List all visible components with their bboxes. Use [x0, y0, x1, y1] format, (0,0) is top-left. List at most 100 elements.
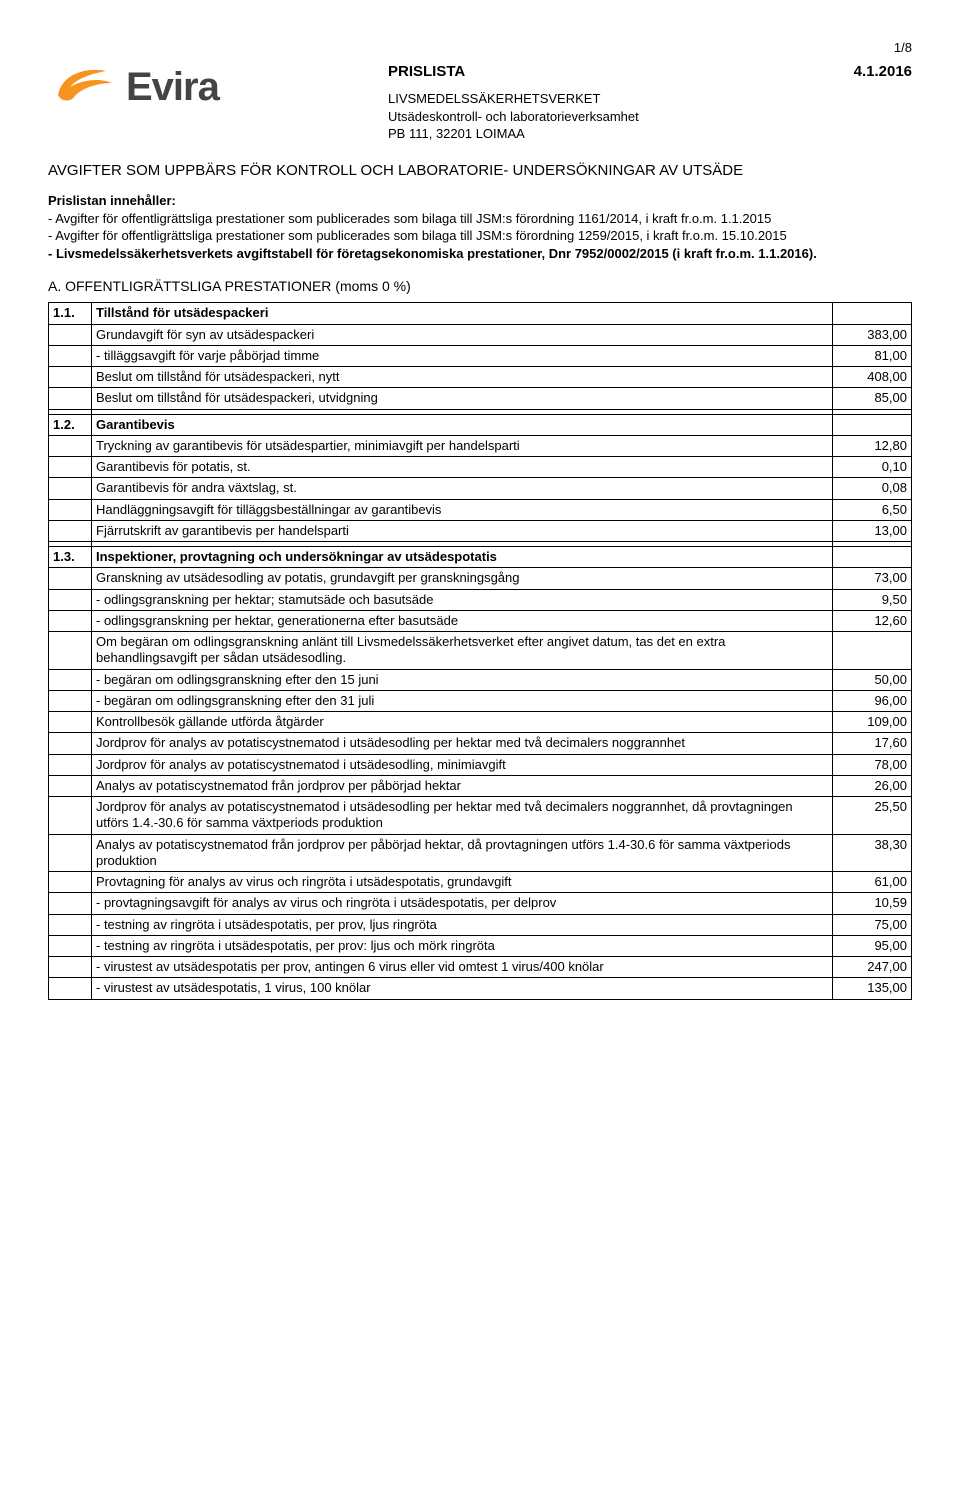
table-row: Tryckning av garantibevis för utsädespar… — [49, 435, 912, 456]
row-num-blank — [49, 957, 92, 978]
doc-dept: Utsädeskontroll- och laboratorieverksamh… — [388, 108, 912, 126]
row-value: 75,00 — [833, 914, 912, 935]
row-label: Provtagning för analys av virus och ring… — [92, 872, 833, 893]
row-value: 6,50 — [833, 499, 912, 520]
row-value: 10,59 — [833, 893, 912, 914]
table-row: Grundavgift för syn av utsädespackeri383… — [49, 324, 912, 345]
table-group-header: 1.3.Inspektioner, provtagning och unders… — [49, 547, 912, 568]
row-num-blank — [49, 457, 92, 478]
row-label: Jordprov för analys av potatiscystnemato… — [92, 797, 833, 835]
table-group-header: 1.2.Garantibevis — [49, 414, 912, 435]
row-label: - odlingsgranskning per hektar, generati… — [92, 610, 833, 631]
row-num-blank — [49, 324, 92, 345]
table-row: Jordprov för analys av potatiscystnemato… — [49, 754, 912, 775]
row-label: - begäran om odlingsgranskning efter den… — [92, 669, 833, 690]
row-num-blank — [49, 775, 92, 796]
row-label: Grundavgift för syn av utsädespackeri — [92, 324, 833, 345]
row-label: Tryckning av garantibevis för utsädespar… — [92, 435, 833, 456]
table-row: Analys av potatiscystnematod från jordpr… — [49, 775, 912, 796]
row-num-blank — [49, 478, 92, 499]
group-value-blank — [833, 414, 912, 435]
evira-logo-icon — [48, 63, 120, 111]
row-label: - testning av ringröta i utsädespotatis,… — [92, 935, 833, 956]
row-label: Beslut om tillstånd för utsädespackeri, … — [92, 367, 833, 388]
group-title: Tillstånd för utsädespackeri — [92, 303, 833, 324]
table-row: - tilläggsavgift för varje påbörjad timm… — [49, 345, 912, 366]
row-label: - virustest av utsädespotatis per prov, … — [92, 957, 833, 978]
row-label: Granskning av utsädesodling av potatis, … — [92, 568, 833, 589]
main-heading: AVGIFTER SOM UPPBÄRS FÖR KONTROLL OCH LA… — [48, 161, 912, 181]
table-row: - begäran om odlingsgranskning efter den… — [49, 690, 912, 711]
row-label: Jordprov för analys av potatiscystnemato… — [92, 733, 833, 754]
row-num-blank — [49, 978, 92, 999]
section-a-heading: A. OFFENTLIGRÄTTSLIGA PRESTATIONER (moms… — [48, 278, 912, 294]
table-row: Garantibevis för andra växtslag, st.0,08 — [49, 478, 912, 499]
table-row: Provtagning för analys av virus och ring… — [49, 872, 912, 893]
doc-date: 4.1.2016 — [854, 63, 912, 80]
row-label: Analys av potatiscystnematod från jordpr… — [92, 775, 833, 796]
row-num-blank — [49, 690, 92, 711]
row-value: 408,00 — [833, 367, 912, 388]
row-value: 95,00 — [833, 935, 912, 956]
row-value: 383,00 — [833, 324, 912, 345]
row-value: 13,00 — [833, 520, 912, 541]
row-label: Om begäran om odlingsgranskning anlänt t… — [92, 632, 833, 670]
table-row: - odlingsgranskning per hektar; stamutsä… — [49, 589, 912, 610]
row-value: 96,00 — [833, 690, 912, 711]
row-value: 247,00 — [833, 957, 912, 978]
header: Evira PRISLISTA 4.1.2016 LIVSMEDELSSÄKER… — [48, 63, 912, 143]
table-row: - virustest av utsädespotatis, 1 virus, … — [49, 978, 912, 999]
row-num-blank — [49, 589, 92, 610]
intro-block: Prislistan innehåller: - Avgifter för of… — [48, 192, 912, 262]
row-value: 0,10 — [833, 457, 912, 478]
intro-p3: - Livsmedelssäkerhetsverkets avgiftstabe… — [48, 246, 817, 261]
table-row: - virustest av utsädespotatis per prov, … — [49, 957, 912, 978]
table-row: Jordprov för analys av potatiscystnemato… — [49, 733, 912, 754]
row-num-blank — [49, 893, 92, 914]
table-row: - odlingsgranskning per hektar, generati… — [49, 610, 912, 631]
row-num-blank — [49, 914, 92, 935]
row-num-blank — [49, 345, 92, 366]
row-value: 109,00 — [833, 712, 912, 733]
row-label: - testning av ringröta i utsädespotatis,… — [92, 914, 833, 935]
table-row: - provtagningsavgift för analys av virus… — [49, 893, 912, 914]
row-num-blank — [49, 499, 92, 520]
row-label: - odlingsgranskning per hektar; stamutsä… — [92, 589, 833, 610]
row-value: 85,00 — [833, 388, 912, 409]
table-row: Handläggningsavgift för tilläggsbeställn… — [49, 499, 912, 520]
row-value — [833, 632, 912, 670]
document-header: PRISLISTA 4.1.2016 LIVSMEDELSSÄKERHETSVE… — [348, 63, 912, 143]
row-label: Handläggningsavgift för tilläggsbeställn… — [92, 499, 833, 520]
row-num-blank — [49, 669, 92, 690]
table-row: Jordprov för analys av potatiscystnemato… — [49, 797, 912, 835]
row-num-blank — [49, 733, 92, 754]
row-num-blank — [49, 568, 92, 589]
table-row: Garantibevis för potatis, st.0,10 — [49, 457, 912, 478]
row-value: 17,60 — [833, 733, 912, 754]
table-row: Analys av potatiscystnematod från jordpr… — [49, 834, 912, 872]
row-value: 12,80 — [833, 435, 912, 456]
group-number: 1.2. — [49, 414, 92, 435]
row-value: 12,60 — [833, 610, 912, 631]
row-num-blank — [49, 834, 92, 872]
group-title: Garantibevis — [92, 414, 833, 435]
table-row: - testning av ringröta i utsädespotatis,… — [49, 914, 912, 935]
logo-text: Evira — [126, 65, 219, 110]
row-value: 50,00 — [833, 669, 912, 690]
row-label: - begäran om odlingsgranskning efter den… — [92, 690, 833, 711]
group-number: 1.1. — [49, 303, 92, 324]
row-value: 9,50 — [833, 589, 912, 610]
page-number: 1/8 — [48, 40, 912, 55]
row-label: Garantibevis för andra växtslag, st. — [92, 478, 833, 499]
row-num-blank — [49, 935, 92, 956]
row-value: 0,08 — [833, 478, 912, 499]
table-row: Kontrollbesök gällande utförda åtgärder1… — [49, 712, 912, 733]
doc-org: LIVSMEDELSSÄKERHETSVERKET — [388, 90, 912, 108]
table-row: Fjärrutskrift av garantibevis per handel… — [49, 520, 912, 541]
intro-p1: - Avgifter för offentligrättsliga presta… — [48, 211, 771, 226]
row-num-blank — [49, 754, 92, 775]
row-value: 78,00 — [833, 754, 912, 775]
row-value: 73,00 — [833, 568, 912, 589]
row-value: 38,30 — [833, 834, 912, 872]
table-row: Om begäran om odlingsgranskning anlänt t… — [49, 632, 912, 670]
